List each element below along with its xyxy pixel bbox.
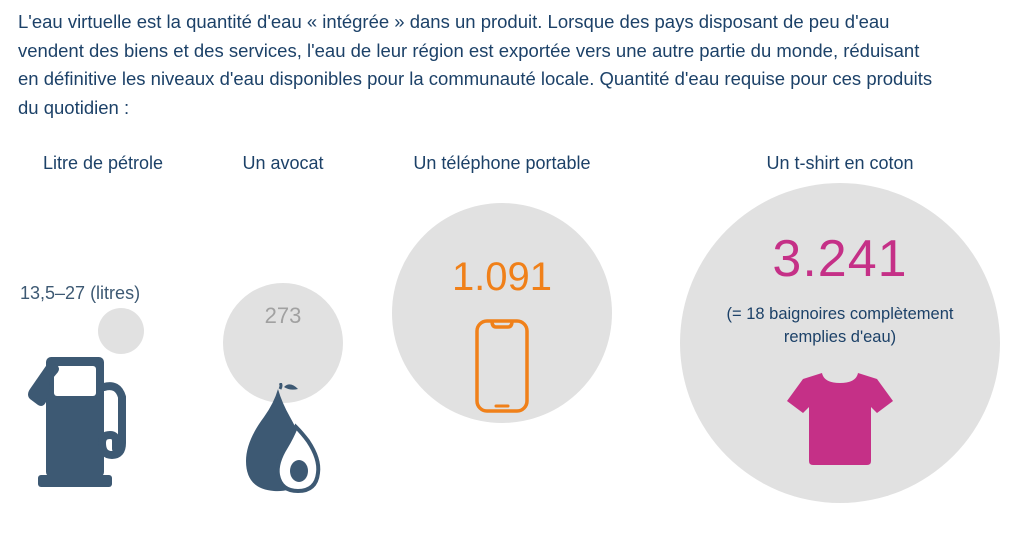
intro-text: L'eau virtuelle est la quantité d'eau « … <box>18 8 938 123</box>
gas-pump-icon <box>26 349 136 487</box>
petrol-label: Litre de pétrole <box>18 153 188 174</box>
smartphone-icon <box>474 318 530 414</box>
tshirt-label: Un t-shirt en coton <box>670 153 1010 174</box>
tshirt-note: (= 18 baignoires complètement remplies d… <box>715 303 965 349</box>
avocado-value: 273 <box>223 303 343 329</box>
phone-label: Un téléphone portable <box>372 153 632 174</box>
avocado-label: Un avocat <box>208 153 358 174</box>
tshirt-value: 3.241 <box>772 229 907 289</box>
phone-circle: 1.091 <box>392 203 612 423</box>
petrol-value: 13,5–27 (litres) <box>18 283 188 304</box>
petrol-circle <box>98 308 144 354</box>
tshirt-circle: 3.241 (= 18 baignoires complètement remp… <box>680 183 1000 503</box>
infographic-row: Litre de pétrole 13,5–27 (litres) Un avo… <box>18 153 1006 533</box>
avocado-icon <box>240 383 330 493</box>
tshirt-icon <box>785 371 895 467</box>
phone-value: 1.091 <box>452 255 552 300</box>
